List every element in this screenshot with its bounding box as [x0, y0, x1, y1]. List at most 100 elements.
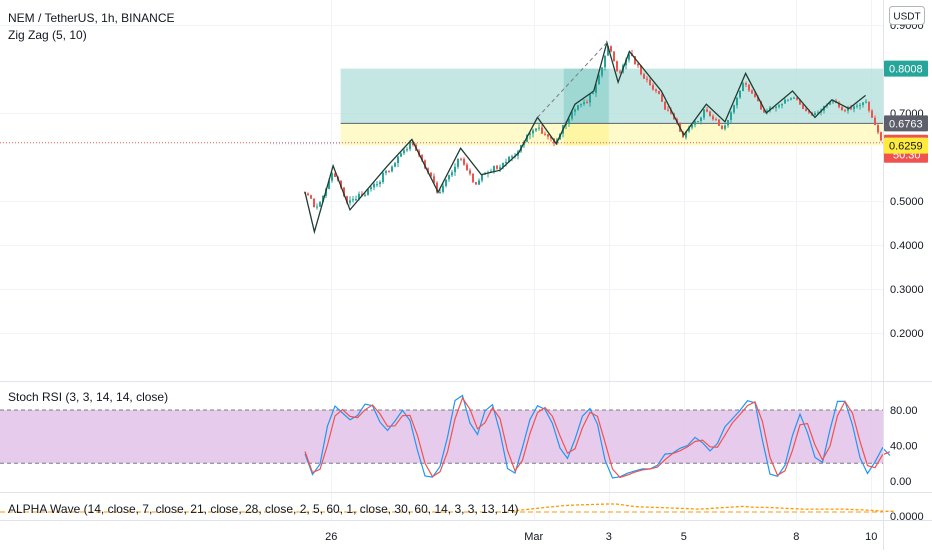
candle [856, 103, 858, 109]
price-axis[interactable]: 80.0040.000.000.00000.90000.70000.50000.… [884, 20, 928, 523]
candle [649, 77, 651, 86]
candle [859, 102, 861, 110]
zigzag-line [304, 40, 867, 235]
price-badge: 0.6763 [884, 115, 928, 132]
candle [844, 108, 846, 113]
price-tick-label: 0.4000 [890, 240, 924, 252]
time-axis[interactable]: 26 Mar 3 5 8 10 [325, 531, 877, 543]
candle [394, 161, 396, 168]
risk-fill-segment [563, 123, 609, 146]
time-tick-label: 8 [793, 531, 799, 543]
candle [718, 119, 720, 126]
candle [847, 105, 849, 114]
profit-zone[interactable] [340, 68, 883, 124]
candle [664, 101, 666, 110]
candle [307, 192, 309, 196]
candle [577, 104, 579, 111]
candle [586, 99, 588, 104]
rsi-band [0, 410, 883, 464]
candle [694, 120, 696, 128]
candle [841, 106, 843, 111]
stoch-rsi-pane[interactable] [0, 394, 891, 479]
candle [697, 121, 699, 123]
candle [700, 116, 702, 125]
candle [442, 183, 444, 194]
candle [316, 203, 318, 210]
candle [454, 163, 456, 177]
candle [493, 165, 495, 174]
candle [469, 168, 471, 176]
time-tick-label: Mar [524, 531, 543, 543]
rsi-d-line [304, 396, 891, 479]
candle [790, 97, 792, 101]
candle [787, 99, 789, 102]
candle [838, 101, 840, 109]
candle [784, 98, 786, 104]
alpha-wave-pane[interactable] [0, 503, 894, 513]
candle [802, 103, 804, 110]
candle [451, 170, 453, 177]
candle [778, 104, 780, 109]
candle [703, 109, 705, 120]
currency-button[interactable]: USDT [889, 6, 925, 25]
candle [775, 105, 777, 112]
candle [796, 97, 798, 101]
candle [604, 55, 606, 71]
legend: NEM / TetherUS, 1h, BINANCE Zig Zag (5, … [8, 11, 519, 516]
candle [574, 108, 576, 116]
candle [709, 110, 711, 117]
candle [478, 178, 480, 186]
candle [370, 185, 372, 192]
candle [580, 103, 582, 108]
candle [499, 164, 501, 173]
candle [652, 83, 654, 91]
candle [616, 60, 618, 72]
time-tick-label: 5 [681, 531, 687, 543]
zigzag-legend: Zig Zag (5, 10) [8, 28, 87, 42]
candle [310, 194, 312, 199]
currency-label: USDT [893, 12, 920, 23]
candle [466, 162, 468, 171]
candle [496, 164, 498, 170]
time-tick-label: 26 [325, 531, 337, 543]
candle [355, 195, 357, 202]
candle [364, 192, 366, 197]
candle [334, 172, 336, 178]
candle [406, 146, 408, 152]
candle [613, 51, 615, 62]
candle [727, 119, 729, 128]
candle [373, 181, 375, 191]
candle [448, 174, 450, 182]
candle [400, 152, 402, 158]
position-tool[interactable] [0, 68, 883, 146]
candle [460, 157, 462, 162]
candle [319, 201, 321, 208]
candle [403, 147, 405, 155]
candle [379, 180, 381, 188]
candle [433, 173, 435, 184]
time-tick-label: 10 [865, 531, 877, 543]
candle [610, 45, 612, 53]
candle [349, 196, 351, 206]
price-badge-label: 0.6259 [889, 141, 923, 153]
stoch-rsi-legend: Stoch RSI (3, 3, 14, 14, close) [8, 390, 168, 404]
candle [538, 124, 540, 131]
candle [313, 198, 315, 208]
candle [598, 74, 600, 85]
price-tick-label: 0.5000 [890, 196, 924, 208]
candle [481, 174, 483, 183]
candle [589, 93, 591, 107]
candle [865, 99, 867, 104]
risk-zone[interactable] [340, 123, 883, 146]
candle [571, 110, 573, 121]
candle [568, 118, 570, 127]
candle [721, 124, 723, 130]
rsi-k-line [304, 394, 891, 479]
candle [535, 128, 537, 133]
candle [715, 117, 717, 121]
candle [475, 181, 477, 185]
zigzag-overlay [304, 40, 867, 235]
candle [739, 90, 741, 99]
